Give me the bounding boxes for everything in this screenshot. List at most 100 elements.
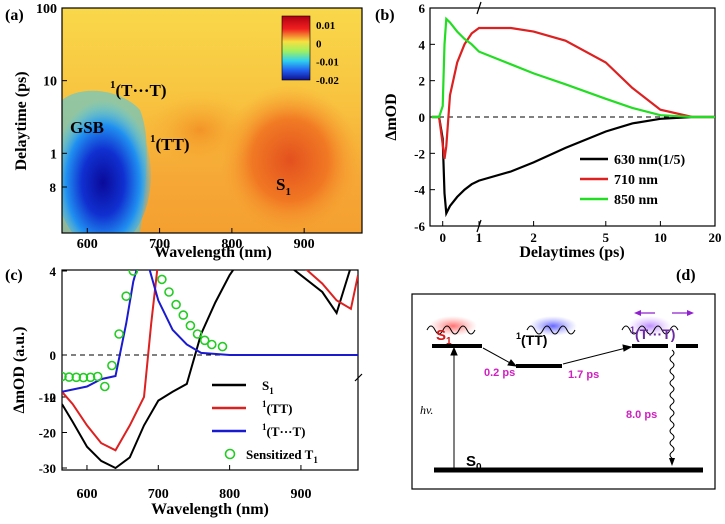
legend-sup: 1 (262, 399, 267, 409)
colorbar-tick-label: 0.01 (316, 20, 335, 32)
data-point-c (192, 329, 203, 339)
t-t-glow (628, 316, 672, 336)
x-tick-label-c: 700 (148, 487, 169, 502)
data-point-c (114, 329, 124, 339)
y-tick-label-c: -20 (39, 426, 56, 441)
x-tick-label-c: 800 (219, 487, 240, 502)
annot-s1-text: S (276, 175, 285, 194)
y-tick-label-b: 4 (419, 37, 426, 52)
y-tick-label-c: -10 (39, 390, 56, 405)
data-point-c (137, 252, 145, 260)
data-point-c (92, 371, 103, 382)
panel-b-label: (b) (375, 7, 395, 24)
legend-label-c: S1 (262, 378, 274, 396)
data-point-c (128, 270, 139, 276)
decay-arrowhead (669, 458, 675, 466)
y-tick-label-b: 6 (419, 1, 426, 16)
panel-b-xlabel: Delaytimes (ps) (519, 244, 624, 261)
x-tick-label-c: 600 (76, 487, 97, 502)
colorbar-tick-label: 0 (316, 38, 322, 50)
x-break-marks-b (476, 1, 482, 233)
y-tick-label-c: -30 (39, 461, 56, 476)
label-t-t-text: (T···T) (635, 326, 675, 342)
data-point-c (164, 287, 174, 297)
y-tick-label-b: -2 (414, 146, 425, 161)
annot-t-t: 1(T···T) (110, 79, 167, 100)
data-point-c (151, 261, 159, 269)
s1-glow (429, 316, 477, 336)
data-point-c (157, 274, 167, 285)
data-point-c (178, 310, 189, 320)
legend-label-b: 850 nm (614, 193, 658, 208)
x-tick-label-b: 10 (654, 230, 667, 245)
data-point-c (121, 291, 131, 302)
label-tt-text: (TT) (521, 332, 547, 348)
data-point-c (199, 335, 210, 346)
legend-name: (T···T) (267, 424, 306, 439)
label-s1-sub: 1 (446, 336, 452, 347)
y-tick-label-c: -2 (45, 390, 56, 405)
colorbar-tick-label: -0.01 (316, 57, 339, 69)
purple-double-arrow (634, 310, 694, 316)
x-tick-label-a: 600 (77, 237, 98, 252)
data-point-c (62, 371, 67, 382)
data-point-c (217, 341, 228, 352)
time-1-7ps: 1.7 ps (568, 369, 599, 381)
label-s0-text: S (466, 453, 476, 470)
colorbar (281, 15, 311, 81)
panel-a-label: (a) (5, 7, 24, 24)
time-0-2ps: 0.2 ps (484, 367, 515, 379)
label-t-t: 1(T···T) (630, 325, 675, 342)
annot-gsb: GSB (70, 118, 104, 137)
panel-d-diagram: (d) S (411, 267, 716, 490)
data-point-c (100, 381, 110, 392)
annot-tt: 1(TT) (150, 133, 190, 154)
y-tick-label-b: 0 (419, 110, 426, 125)
label-tt: 1(TT) (516, 331, 547, 348)
series-line-c-0 (62, 270, 351, 470)
x-tick-label-b: 20 (709, 230, 722, 245)
y-tick-label-a: 10 (43, 75, 57, 90)
annot-tt-text: (TT) (156, 135, 190, 154)
y-tick-label-c: 8 (50, 180, 57, 195)
data-point-c (107, 360, 117, 371)
annot-t-t-sup: 1 (110, 79, 116, 91)
colorbar-tick-label: -0.02 (316, 75, 339, 87)
label-hv: hv. (420, 403, 433, 417)
annot-tt-sup: 1 (150, 133, 156, 145)
y-tick-label-a: 100 (36, 2, 57, 17)
legend-label-c: 1(T···T) (262, 422, 306, 439)
legend-sup: 1 (262, 422, 267, 432)
panel-a-ylabel: Delaytime (ps) (13, 71, 30, 170)
data-point-c (207, 339, 217, 350)
legend-label-c: Sensitized T1 (246, 447, 318, 465)
x-tick-label-b: 1 (476, 230, 483, 245)
data-point-c (71, 372, 82, 383)
y-tick-label-b: 2 (419, 74, 426, 89)
legend-swatch-c (224, 448, 236, 460)
y-tick-label-c: 4 (50, 264, 57, 279)
data-point-c (185, 320, 196, 331)
panel-a-xlabel: Wavelength (nm) (154, 244, 272, 261)
x-tick-label-a: 800 (221, 237, 242, 252)
decay-wavy-arrow (669, 349, 675, 459)
x-tick-label-b: 5 (603, 230, 610, 245)
tt-glow (529, 316, 577, 336)
panel-c-ylabel: ΔmOD (a.u.) (11, 327, 28, 414)
annot-s1: S1 (276, 175, 291, 198)
wavy-chains (426, 325, 679, 335)
x-tick-label-a: 900 (294, 237, 315, 252)
y-tick-label-c: 0 (50, 348, 57, 363)
label-s1: S1 (436, 327, 452, 347)
series-line-c-2 (62, 270, 358, 393)
y-tick-label-b: -6 (414, 219, 425, 234)
label-s1-text: S (436, 327, 446, 344)
label-s0: S0 (466, 453, 482, 473)
legend-label-c: 1(TT) (262, 399, 293, 416)
legend-name: (TT) (267, 401, 293, 416)
x-tick-label-b: 2 (530, 230, 537, 245)
x-tick-label-c: 900 (290, 487, 311, 502)
label-t-t-sup: 1 (630, 325, 635, 335)
